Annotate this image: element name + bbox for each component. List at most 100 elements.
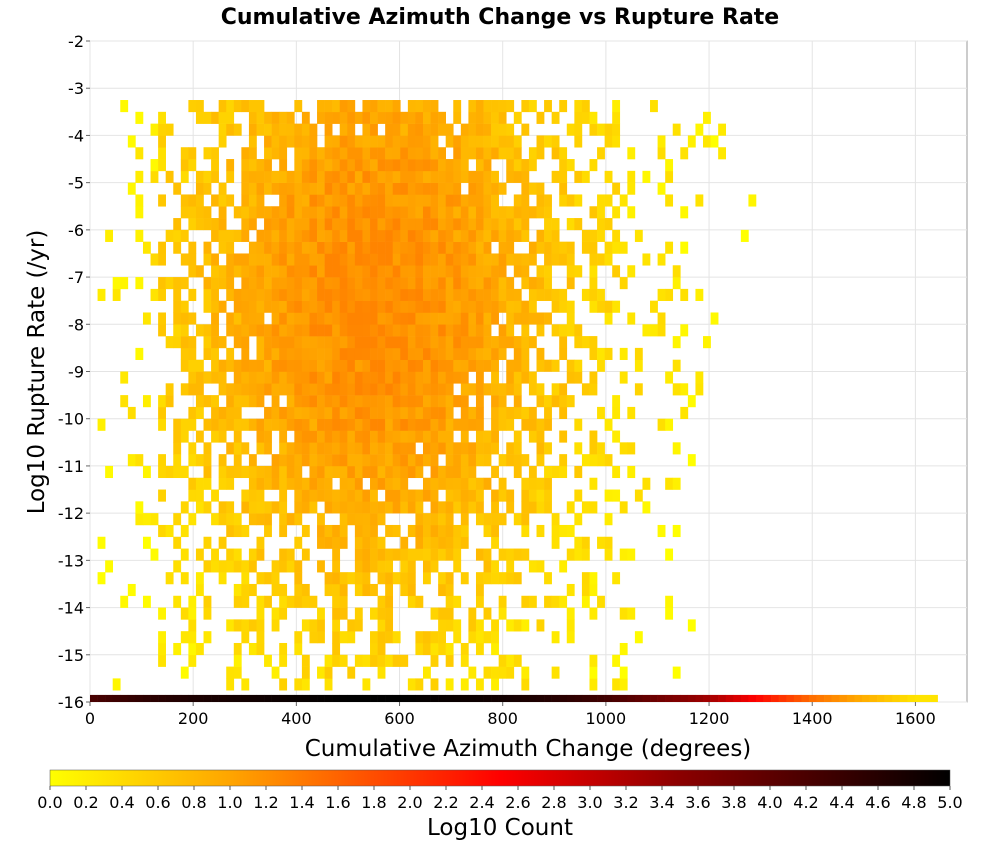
heatmap-cell — [612, 100, 621, 113]
heatmap-cell — [400, 265, 409, 278]
heatmap-cell — [392, 170, 401, 183]
heatmap-cell — [407, 182, 416, 195]
heatmap-cell — [241, 147, 250, 160]
heatmap-cell — [180, 418, 189, 431]
heatmap-cell — [544, 572, 552, 585]
heatmap-cell — [475, 501, 484, 514]
heatmap-cell — [294, 347, 303, 360]
heatmap-cell — [241, 395, 250, 408]
heatmap-cell — [574, 359, 583, 372]
heatmap-cell — [468, 265, 477, 278]
heatmap-cell — [422, 159, 431, 172]
heatmap-cell — [324, 300, 333, 313]
heatmap-cell — [226, 383, 235, 396]
heatmap-cell — [528, 418, 537, 431]
heatmap-cell — [513, 383, 522, 396]
heatmap-cell — [536, 312, 545, 325]
heatmap-cell — [286, 135, 295, 148]
heatmap-cell — [158, 159, 166, 172]
heatmap-cell — [248, 159, 257, 172]
heatmap-cell — [551, 324, 560, 337]
heatmap-cell — [309, 619, 318, 632]
heatmap-cell — [271, 265, 280, 278]
heatmap-cell — [256, 300, 265, 313]
heatmap-cell — [309, 241, 318, 254]
heatmap-cell — [332, 300, 341, 313]
heatmap-cell — [317, 430, 325, 443]
heatmap-cell — [324, 111, 333, 124]
heatmap-cell — [150, 159, 159, 172]
heatmap-cell — [370, 147, 378, 160]
heatmap-cell — [195, 324, 204, 337]
heatmap-cell — [604, 489, 613, 502]
heatmap-cell — [438, 324, 446, 337]
heatmap-cell — [301, 241, 310, 254]
heatmap-cell — [491, 465, 499, 479]
heatmap-cell — [521, 477, 530, 490]
heatmap-cell — [491, 406, 499, 420]
heatmap-cell — [271, 560, 280, 573]
heatmap-cell — [574, 265, 583, 278]
heatmap-cell — [370, 336, 378, 349]
heatmap-cell — [506, 218, 515, 231]
heatmap-cell — [248, 548, 257, 561]
heatmap-cell — [354, 583, 363, 597]
heatmap-cell — [559, 336, 568, 349]
heatmap-cell — [491, 678, 499, 691]
heatmap-cell — [317, 359, 325, 372]
heatmap-cell — [370, 489, 378, 502]
heatmap-cell — [460, 336, 469, 349]
heatmap-cell — [445, 454, 454, 467]
heatmap-cell — [544, 288, 552, 301]
heatmap-cell — [354, 253, 363, 266]
heatmap-cell — [339, 123, 348, 136]
heatmap-cell — [188, 383, 197, 396]
heatmap-cell — [506, 229, 515, 242]
heatmap-cell — [597, 194, 605, 207]
heatmap-cell — [324, 265, 333, 278]
heatmap-cell — [377, 560, 386, 573]
heatmap-cell — [460, 654, 469, 667]
heatmap-cell — [581, 336, 590, 349]
heatmap-cell — [415, 206, 424, 219]
heatmap-cell — [407, 395, 416, 408]
heatmap-cell — [324, 418, 333, 431]
heatmap-cell — [188, 477, 197, 490]
heatmap-cell — [256, 442, 265, 455]
heatmap-cell — [460, 536, 469, 549]
heatmap-cell — [226, 241, 235, 254]
heatmap-cell — [430, 159, 439, 172]
heatmap-cell — [226, 678, 235, 691]
heatmap-cell — [317, 170, 325, 183]
heatmap-cell — [264, 159, 272, 172]
heatmap-bottom-cell — [483, 694, 492, 702]
x-tick-label: 1000 — [586, 709, 627, 728]
heatmap-cell — [483, 194, 492, 207]
colorbar-tick-label: 4.4 — [829, 793, 854, 812]
heatmap-cell — [612, 265, 621, 278]
x-tick-label: 1200 — [689, 709, 730, 728]
heatmap-cell — [551, 631, 560, 644]
heatmap-cell — [498, 206, 507, 219]
heatmap-bottom-cell — [816, 694, 825, 702]
heatmap-cell — [460, 277, 469, 290]
heatmap-cell — [392, 336, 401, 349]
heatmap-bottom-cell — [362, 694, 371, 702]
heatmap-cell — [135, 501, 144, 514]
heatmap-cell — [392, 324, 401, 337]
heatmap-cell — [566, 359, 575, 372]
heatmap-cell — [195, 265, 204, 278]
heatmap-cell — [589, 607, 598, 620]
heatmap-cell — [317, 442, 325, 455]
heatmap-cell — [491, 619, 499, 632]
heatmap-cell — [392, 465, 401, 479]
heatmap-cell — [362, 265, 371, 278]
heatmap-cell — [203, 501, 212, 514]
heatmap-cell — [460, 477, 469, 490]
heatmap-cell — [498, 182, 507, 195]
heatmap-cell — [453, 548, 462, 561]
heatmap-cell — [498, 288, 507, 301]
heatmap-bottom-cell — [347, 694, 356, 702]
heatmap-cell — [521, 194, 530, 207]
